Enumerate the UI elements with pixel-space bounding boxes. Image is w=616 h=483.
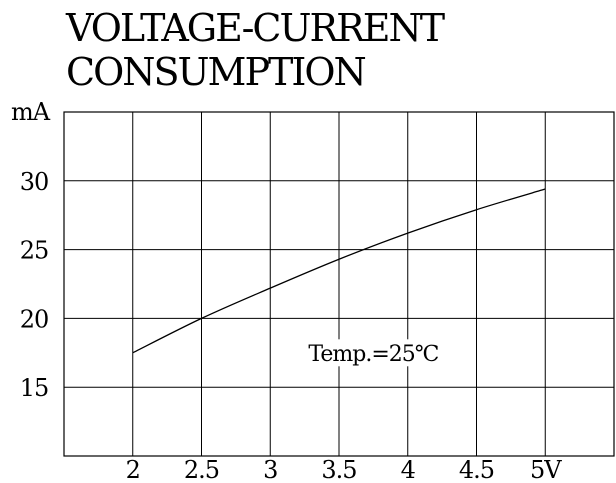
series-line-0 [132,188,546,354]
chart-title: VOLTAGE-CURRENT CONSUMPTION [66,6,445,94]
series-layer [132,188,546,354]
plot-frame [63,111,615,457]
x-tick-label-3: 3.5 [321,456,356,483]
annotation-temperature: Temp.=25℃ [308,342,438,367]
chart-title-line-1: VOLTAGE-CURRENT [66,6,445,50]
x-tick-label-2: 3 [263,456,277,483]
grid-layer [64,112,614,456]
y-tick-label-1: 20 [20,305,49,333]
y-tick-label-0: 15 [20,374,49,402]
x-tick-label-5: 4.5 [459,456,494,483]
x-tick-label-0: 2 [126,456,140,483]
x-tick-labels: 2 2.5 3 3.5 4 4.5 5V [126,456,564,483]
x-tick-label-1: 2.5 [184,456,219,483]
y-tick-labels: 15 20 25 30 [20,168,50,402]
x-tick-label-4: 4 [401,456,416,483]
y-tick-label-3: 30 [20,168,49,196]
y-unit-label: mA [11,98,51,126]
annotation-group: Temp.=25℃ [305,339,442,367]
chart-title-line-2: CONSUMPTION [66,50,367,94]
annotation-background [305,339,442,367]
x-tick-label-6: 5V [530,456,562,483]
y-tick-label-2: 25 [20,237,49,265]
